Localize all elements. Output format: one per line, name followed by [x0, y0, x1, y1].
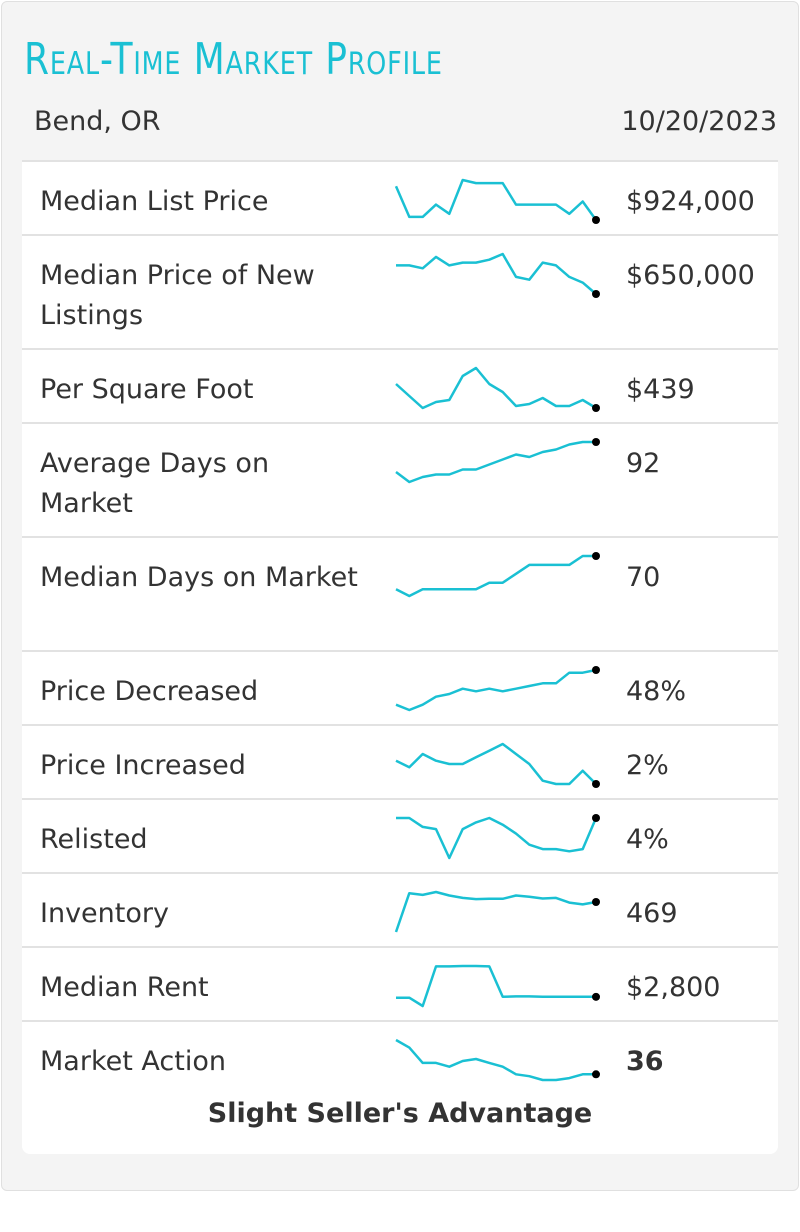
sparkline-endpoint: [592, 666, 600, 674]
metric-label: Inventory: [40, 898, 169, 929]
metric-row-median-price-new-listings: Median Price of New Listings $650,000: [22, 236, 778, 350]
metric-label: Relisted: [40, 824, 148, 855]
market-action-summary: Slight Seller's Advantage: [207, 1098, 593, 1129]
page-title: Real-Time Market Profile: [24, 34, 443, 85]
metric-row-average-days-on-market: Average Days on Market 92: [22, 424, 778, 538]
location-label: Bend, OR: [34, 106, 161, 137]
sparkline-trend: [396, 964, 596, 1008]
metric-value: 2%: [626, 750, 669, 781]
sparkline-trend: [394, 890, 597, 933]
metric-row-inventory: Inventory 469: [22, 874, 778, 948]
metric-value: 92: [626, 448, 661, 479]
sparkline-trend: [395, 366, 597, 410]
metric-row-median-rent: Median Rent $2,800: [22, 948, 778, 1022]
sparkline-trend: [396, 816, 598, 860]
metric-row-per-square-foot: Per Square Foot $439: [22, 350, 778, 424]
sparkline-endpoint: [592, 898, 600, 906]
report-date: 10/20/2023: [621, 106, 777, 137]
sparkline-trend: [394, 178, 598, 221]
sparkline-endpoint: [592, 216, 600, 224]
metrics-table: Median List Price $924,000 Median Price …: [22, 160, 778, 1154]
sparkline-endpoint: [592, 1070, 600, 1079]
metric-value: 70: [626, 562, 661, 593]
sparkline-trend: [395, 742, 597, 786]
sparkline: [396, 252, 600, 298]
metric-value: $924,000: [626, 186, 755, 217]
market-action-score: 36: [626, 1046, 664, 1077]
sparkline-endpoint: [592, 438, 600, 446]
sparkline-endpoint: [592, 404, 600, 412]
metric-label: Average Days on Market: [40, 448, 270, 519]
sparkline-endpoint: [592, 814, 600, 822]
sparkline: [396, 964, 600, 1008]
metric-value: 4%: [626, 824, 669, 855]
metric-label: Price Decreased: [40, 676, 259, 707]
metric-row-median-list-price: Median List Price $924,000: [22, 162, 778, 236]
sparkline-endpoint: [592, 552, 600, 560]
metric-label: Median List Price: [40, 186, 269, 217]
sparkline: [395, 438, 600, 484]
metric-row-median-days-on-market: Median Days on Market 70: [22, 538, 778, 652]
metric-value: $650,000: [626, 260, 755, 291]
sparkline-trend: [395, 668, 597, 712]
metric-row-price-decreased: Price Decreased 48%: [22, 652, 778, 726]
sparkline-endpoint: [592, 290, 600, 298]
sparkline-trend: [396, 252, 597, 295]
sparkline: [394, 178, 600, 224]
sparkline: [395, 742, 600, 788]
metric-value: $439: [626, 374, 695, 405]
metric-label: Market Action: [40, 1046, 226, 1077]
metric-row-market-action: Market Action 36 Slight Seller's Advanta…: [22, 1022, 778, 1154]
metric-label: Median Days on Market: [40, 562, 358, 593]
sparkline-endpoint: [592, 992, 600, 1001]
metric-value: $2,800: [626, 972, 721, 1003]
metric-value: 48%: [626, 676, 687, 707]
metric-label: Median Price of New Listings: [40, 260, 315, 331]
sparkline-trend: [395, 1038, 596, 1082]
sparkline-trend: [395, 440, 596, 484]
sparkline-trend: [395, 554, 596, 598]
metric-label: Median Rent: [40, 972, 209, 1003]
metric-row-price-increased: Price Increased 2%: [22, 726, 778, 800]
sparkline: [395, 552, 600, 598]
sparkline: [395, 1038, 600, 1082]
metric-value: 469: [626, 898, 678, 929]
sparkline: [396, 814, 600, 860]
sparkline-endpoint: [592, 780, 600, 788]
sparkline: [395, 366, 600, 412]
metric-label: Price Increased: [40, 750, 246, 781]
sparkline: [395, 666, 600, 712]
sparkline: [394, 890, 600, 933]
metric-label: Per Square Foot: [40, 374, 254, 405]
metric-row-relisted: Relisted 4%: [22, 800, 778, 874]
